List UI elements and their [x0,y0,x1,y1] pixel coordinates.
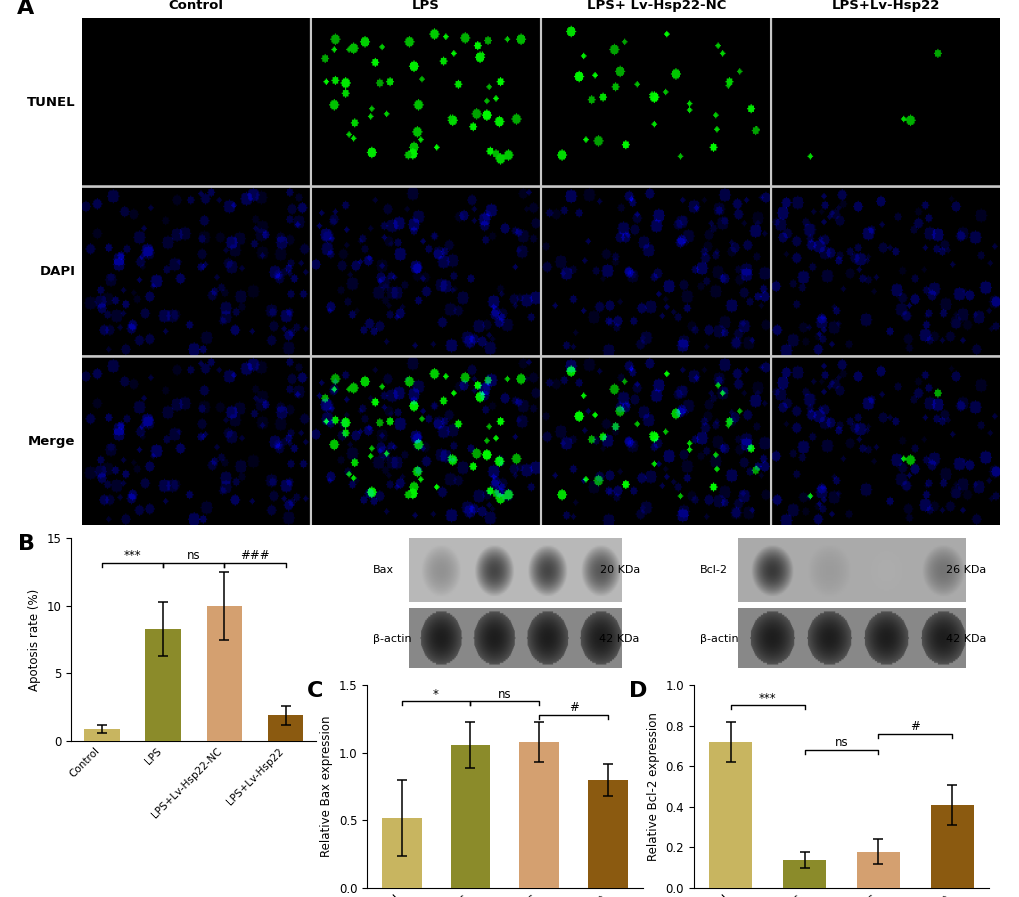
Text: 20 KDa: 20 KDa [599,565,639,575]
Bar [146,629,180,741]
Bar [708,742,751,888]
Text: ***: *** [123,549,142,562]
Y-axis label: Relative Bcl-2 expression: Relative Bcl-2 expression [646,712,659,861]
Text: *: * [433,687,438,701]
Text: #: # [569,701,578,714]
Bar [85,729,119,741]
Text: Bax: Bax [372,565,393,575]
Text: A: A [17,0,35,18]
Text: Merge: Merge [28,435,75,448]
Y-axis label: Apotosis rate (%): Apotosis rate (%) [29,588,41,691]
Text: 26 KDa: 26 KDa [946,565,985,575]
Bar [783,859,825,888]
Bar [588,779,628,888]
Text: LPS: LPS [412,0,439,13]
Text: 42 KDa: 42 KDa [946,634,985,644]
Text: LPS+Lv-Hsp22: LPS+Lv-Hsp22 [832,0,940,13]
Bar [207,605,242,741]
Text: TUNEL: TUNEL [26,96,75,109]
Text: D: D [628,681,646,701]
Y-axis label: Relative Bax expression: Relative Bax expression [320,716,333,858]
Text: Bcl-2: Bcl-2 [699,565,727,575]
Bar [450,745,490,888]
Text: C: C [307,681,323,701]
Text: ###: ### [239,549,270,562]
Text: ns: ns [834,736,848,749]
Text: 42 KDa: 42 KDa [599,634,639,644]
Text: ***: *** [758,692,775,705]
Text: ns: ns [186,549,201,562]
Bar [268,716,303,741]
Text: B: B [17,534,35,554]
Text: #: # [910,720,919,733]
Bar [930,805,973,888]
Text: β-actin: β-actin [699,634,738,644]
Text: DAPI: DAPI [40,266,75,278]
Text: β-actin: β-actin [372,634,411,644]
Text: ns: ns [497,687,512,701]
Bar [856,851,899,888]
Bar [381,818,421,888]
Text: Control: Control [168,0,223,13]
Bar [519,742,558,888]
Text: LPS+ Lv-Hsp22-NC: LPS+ Lv-Hsp22-NC [586,0,726,13]
